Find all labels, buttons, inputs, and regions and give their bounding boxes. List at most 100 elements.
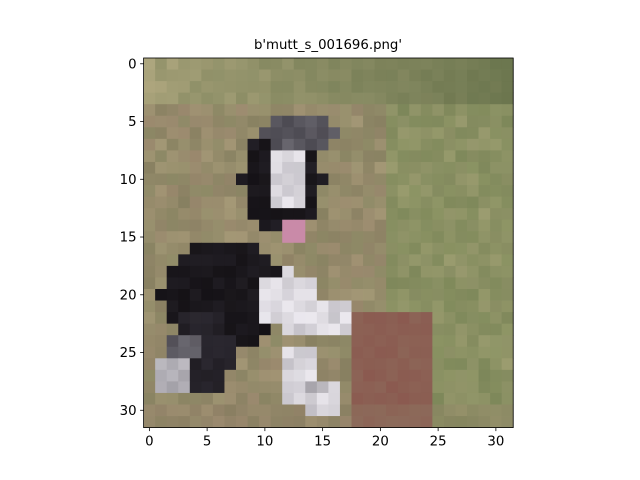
image-pixel	[178, 277, 191, 290]
image-pixel	[236, 196, 248, 209]
image-pixel	[409, 185, 422, 197]
image-pixel	[166, 81, 179, 94]
image-pixel	[293, 369, 306, 382]
image-pixel	[374, 323, 387, 336]
image-pixel	[155, 404, 168, 417]
image-pixel	[247, 277, 260, 290]
image-pixel	[374, 115, 387, 128]
image-pixel	[282, 127, 295, 140]
image-pixel	[351, 254, 364, 267]
image-pixel	[455, 254, 468, 267]
image-pixel	[501, 208, 514, 221]
image-pixel	[212, 58, 225, 70]
image-pixel	[386, 81, 399, 94]
image-pixel	[166, 242, 179, 255]
image-pixel	[166, 115, 179, 128]
image-pixel	[305, 161, 318, 174]
image-pixel	[501, 381, 514, 394]
image-pixel	[490, 242, 503, 255]
image-pixel	[501, 138, 514, 151]
image-pixel	[305, 58, 318, 70]
image-pixel	[339, 254, 352, 267]
image-pixel	[420, 104, 433, 117]
image-pixel	[236, 323, 248, 336]
image-pixel	[478, 173, 491, 186]
image-pixel	[316, 196, 329, 209]
image-pixel	[339, 231, 352, 244]
image-pixel	[155, 81, 168, 94]
image-pixel	[397, 150, 410, 163]
image-pixel	[490, 335, 503, 348]
image-pixel	[166, 138, 179, 151]
image-pixel	[339, 369, 352, 382]
image-pixel	[432, 173, 445, 186]
image-pixel	[189, 185, 202, 197]
image-pixel	[236, 208, 248, 221]
image-pixel	[363, 312, 375, 325]
image-pixel	[155, 196, 168, 209]
image-pixel	[189, 254, 202, 267]
image-pixel	[236, 346, 248, 359]
image-pixel	[397, 265, 410, 278]
image-pixel	[143, 92, 156, 105]
image-pixel	[397, 416, 410, 428]
image-pixel	[443, 138, 456, 151]
image-pixel	[236, 312, 248, 325]
image-pixel	[467, 323, 479, 336]
image-pixel	[247, 369, 260, 382]
image-pixel	[467, 127, 479, 140]
image-pixel	[339, 312, 352, 325]
image-pixel	[224, 289, 237, 301]
image-pixel	[328, 335, 341, 348]
image-pixel	[305, 196, 318, 209]
image-pixel	[178, 208, 191, 221]
image-pixel	[455, 138, 468, 151]
image-pixel	[501, 254, 514, 267]
image-pixel	[282, 58, 295, 70]
image-pixel	[432, 115, 445, 128]
image-pixel	[328, 115, 341, 128]
image-pixel	[155, 323, 168, 336]
image-pixel	[259, 208, 272, 221]
image-pixel	[166, 173, 179, 186]
image-pixel	[259, 381, 272, 394]
image-pixel	[478, 381, 491, 394]
image-pixel	[432, 219, 445, 232]
image-pixel	[293, 277, 306, 290]
y-axis: 0 5 10 15 20 25 30	[120, 57, 144, 419]
image-pixel	[455, 277, 468, 290]
image-pixel	[490, 173, 503, 186]
image-pixel	[212, 138, 225, 151]
image-pixel	[224, 81, 237, 94]
image-pixel	[259, 150, 272, 163]
image-pixel	[282, 381, 295, 394]
image-pixel	[305, 416, 318, 428]
image-pixel	[478, 69, 491, 82]
image-pixel	[293, 150, 306, 163]
image-pixel	[351, 381, 364, 394]
image-pixel	[224, 416, 237, 428]
image-pixel	[397, 173, 410, 186]
image-pixel	[155, 254, 168, 267]
image-pixel	[189, 277, 202, 290]
image-pixel	[478, 196, 491, 209]
image-pixel	[178, 231, 191, 244]
image-pixel	[351, 208, 364, 221]
image-pixel	[305, 254, 318, 267]
image-pixel	[386, 58, 399, 70]
image-pixel	[270, 392, 283, 405]
image-pixel	[409, 69, 422, 82]
image-pixel	[455, 312, 468, 325]
image-pixel	[212, 358, 225, 371]
image-pixel	[224, 219, 237, 232]
image-pixel	[293, 254, 306, 267]
image-pixel	[259, 300, 272, 313]
image-pixel	[478, 185, 491, 197]
image-pixel	[374, 346, 387, 359]
image-pixel	[478, 81, 491, 94]
image-pixel	[374, 219, 387, 232]
image-pixel	[224, 323, 237, 336]
y-tick-label: 10	[120, 173, 137, 188]
image-pixel	[409, 150, 422, 163]
image-pixel	[178, 300, 191, 313]
